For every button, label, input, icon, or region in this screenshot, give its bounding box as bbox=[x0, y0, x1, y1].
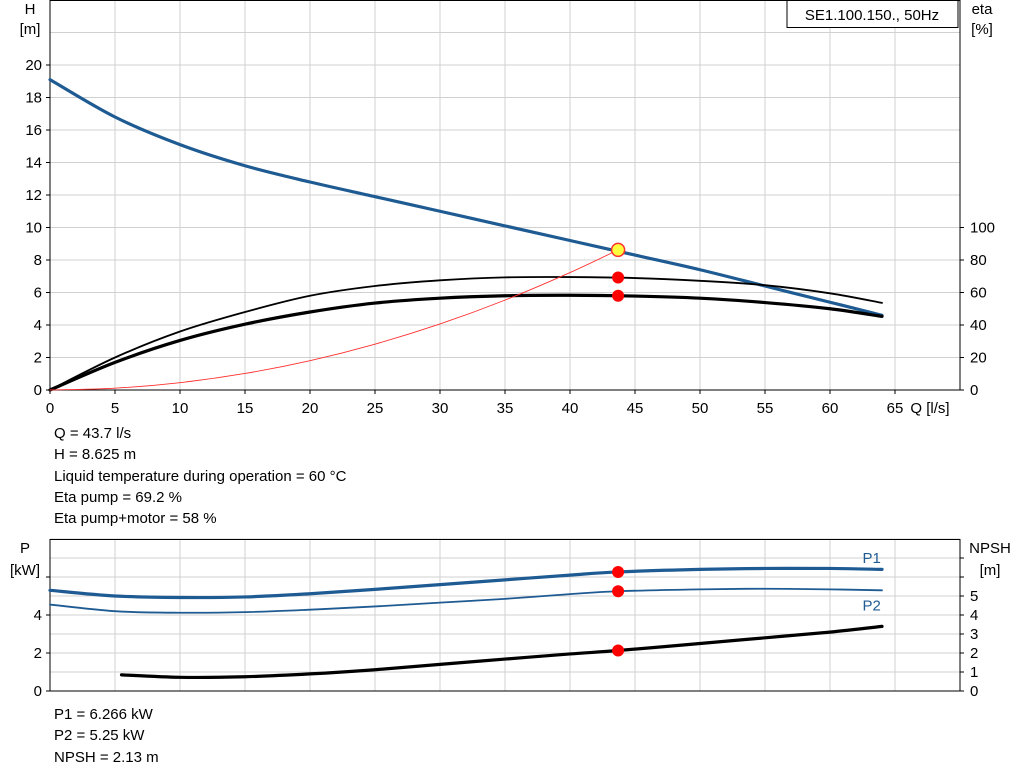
qh-ytick-label-left: 6 bbox=[34, 285, 42, 302]
y-axis-unit-eta: [%] bbox=[971, 21, 993, 38]
duty-point-marker-eta-pump-motor bbox=[612, 289, 625, 302]
x-tick-label: 15 bbox=[237, 400, 254, 417]
y-axis-label-p: P bbox=[20, 540, 30, 557]
y-axis-unit-npsh: [m] bbox=[980, 562, 1001, 579]
readout-q: Q = 43.7 l/s bbox=[54, 425, 132, 442]
qh-ytick-label-right: 20 bbox=[970, 350, 987, 367]
readout-p1: P1 = 6.266 kW bbox=[54, 706, 153, 723]
qh-ytick-label-left: 16 bbox=[25, 122, 42, 139]
qh-ytick-label-right: 60 bbox=[970, 285, 987, 302]
qh-ytick-label-left: 2 bbox=[34, 350, 42, 367]
power-ytick-label-right: 0 bbox=[970, 683, 978, 700]
readout-p2: P2 = 5.25 kW bbox=[54, 727, 145, 745]
curve-p1 bbox=[48, 566, 884, 600]
curve-system bbox=[49, 249, 619, 391]
curve-h bbox=[48, 78, 884, 317]
duty-point-marker-p1 bbox=[612, 565, 625, 578]
qh-ytick-label-left: 14 bbox=[25, 155, 42, 172]
power-ytick-label-left: 4 bbox=[34, 607, 42, 624]
x-tick-label: 0 bbox=[46, 400, 54, 417]
pump-curves-figure: 02468101214161820020406080100H[m]eta[%]0… bbox=[10, 0, 1011, 700]
y-axis-label-npsh: NPSH bbox=[969, 540, 1011, 557]
x-tick-label: 10 bbox=[172, 400, 189, 417]
power-ytick-label-left: 2 bbox=[34, 645, 42, 662]
y-axis-unit-h: [m] bbox=[20, 21, 41, 38]
power-ytick-label-right: 2 bbox=[970, 645, 978, 662]
readout-eta-pump: Eta pump = 69.2 % bbox=[54, 488, 182, 506]
x-tick-label: 35 bbox=[497, 400, 514, 417]
x-tick-label: 5 bbox=[111, 400, 119, 417]
curve-eta-pump-motor bbox=[48, 293, 884, 392]
readout-npsh: NPSH = 2.13 m bbox=[54, 748, 159, 766]
power-ytick-label-left: 0 bbox=[34, 683, 42, 700]
y-axis-label-eta: eta bbox=[972, 1, 994, 18]
qh-ytick-label-left: 12 bbox=[25, 187, 42, 204]
power-ytick-label-right: 5 bbox=[970, 588, 978, 605]
curve-label-p2: P2 bbox=[863, 598, 881, 615]
readout-liquid-temperature: Liquid temperature during operation = 60… bbox=[54, 467, 347, 485]
power-ytick-label-right: 4 bbox=[970, 607, 978, 624]
qh-ytick-label-right: 0 bbox=[970, 382, 978, 399]
duty-point-marker-p2 bbox=[612, 585, 625, 598]
qh-ytick-label-left: 18 bbox=[25, 90, 42, 107]
readout-h: H = 8.625 m bbox=[54, 446, 137, 464]
x-axis-label: Q [l/s] bbox=[910, 400, 949, 417]
qh-ytick-label-right: 40 bbox=[970, 317, 987, 334]
power-readout: P1 = 6.266 kW P2 = 5.25 kW NPSH = 2.13 m bbox=[54, 704, 159, 768]
x-tick-label: 55 bbox=[757, 400, 774, 417]
qh-ytick-label-left: 8 bbox=[34, 252, 42, 269]
duty-point-marker-eta-pump bbox=[612, 271, 625, 284]
qh-ytick-label-left: 20 bbox=[25, 57, 42, 74]
chart-title: SE1.100.150., 50Hz bbox=[805, 7, 939, 24]
readout-eta-pump-motor: Eta pump+motor = 58 % bbox=[54, 510, 217, 528]
qh-ytick-label-left: 10 bbox=[25, 220, 42, 237]
x-tick-label: 65 bbox=[887, 400, 904, 417]
curve-label-p1: P1 bbox=[863, 550, 881, 567]
y-axis-unit-p: [kW] bbox=[10, 562, 40, 579]
qh-ytick-label-left: 0 bbox=[34, 382, 42, 399]
duty-point-readout: Q = 43.7 l/s H = 8.625 m Liquid temperat… bbox=[54, 423, 346, 529]
x-tick-label: 50 bbox=[692, 400, 709, 417]
qh-ytick-label-left: 4 bbox=[34, 317, 42, 334]
x-tick-label: 40 bbox=[562, 400, 579, 417]
power-ytick-label-right: 3 bbox=[970, 626, 978, 643]
curve-npsh bbox=[119, 624, 884, 680]
curve-eta-pump bbox=[49, 276, 883, 391]
duty-point-marker-npsh bbox=[612, 644, 625, 657]
curve-p2 bbox=[49, 587, 883, 614]
x-tick-label: 30 bbox=[432, 400, 449, 417]
x-tick-label: 25 bbox=[367, 400, 384, 417]
x-tick-label: 45 bbox=[627, 400, 644, 417]
power-ytick-label-right: 1 bbox=[970, 664, 978, 681]
x-tick-label: 20 bbox=[302, 400, 319, 417]
duty-point-marker-h bbox=[610, 242, 626, 258]
chart-title-box bbox=[786, 0, 959, 28]
y-axis-label-h: H bbox=[25, 1, 36, 18]
qh-ytick-label-right: 100 bbox=[970, 220, 995, 237]
qh-ytick-label-right: 80 bbox=[970, 252, 987, 269]
x-tick-label: 60 bbox=[822, 400, 839, 417]
